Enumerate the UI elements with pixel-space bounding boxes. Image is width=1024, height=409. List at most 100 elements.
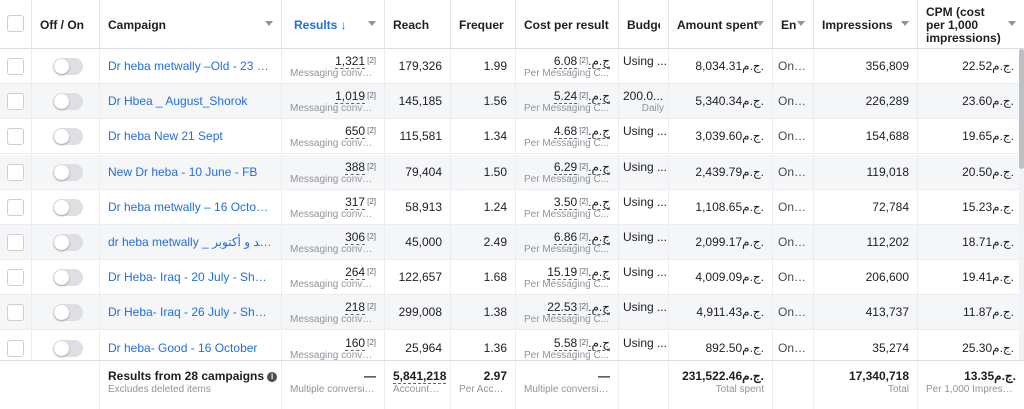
- chevron-down-icon[interactable]: [756, 21, 764, 26]
- campaign-toggle[interactable]: [53, 339, 83, 357]
- results-number[interactable]: 317: [345, 194, 366, 210]
- row-checkbox[interactable]: [7, 58, 24, 75]
- row-checkbox[interactable]: [7, 163, 24, 181]
- budget-cell: Using ...: [619, 189, 669, 225]
- table-row[interactable]: New Dr heba - 10 June - FB 388 [2] Messagin…: [0, 154, 1024, 190]
- chevron-down-icon[interactable]: [265, 21, 273, 26]
- row-checkbox[interactable]: [7, 93, 24, 111]
- select-all-checkbox[interactable]: [7, 15, 24, 32]
- cost-number[interactable]: 22.53ج.م.: [547, 300, 610, 316]
- campaign-toggle[interactable]: [53, 234, 83, 251]
- table-row[interactable]: Dr heba metwally –Old - 23 Octo... 1,321[…: [0, 49, 1024, 84]
- campaign-name-link[interactable]: Dr heba metwally – 16 October - ...: [108, 199, 273, 214]
- results-number[interactable]: 218: [345, 300, 366, 316]
- cost-number[interactable]: 5.24ج.م.: [553, 89, 610, 105]
- campaign-toggle[interactable]: [53, 198, 83, 216]
- header-cost-label: Cost per result: [524, 17, 609, 32]
- results-number[interactable]: 306: [345, 230, 366, 245]
- table-row[interactable]: Dr Heba- Iraq - 26 July - Shorok - ... 21…: [0, 295, 1024, 331]
- cost-number[interactable]: 15.19ج.م.: [547, 265, 610, 281]
- frequency-cell: 1.50: [451, 154, 516, 190]
- campaign-toggle[interactable]: [53, 128, 83, 146]
- header-off-on[interactable]: Off / On: [32, 0, 100, 49]
- cost-value: 15.19ج.م.[2]: [524, 260, 610, 281]
- header-cost-per-result[interactable]: Cost per result: [516, 0, 619, 49]
- results-cell: 218 [2] Messaging conve...: [282, 295, 385, 331]
- campaign-name-link[interactable]: New Dr heba - 10 June - FB: [108, 164, 258, 179]
- cost-sub: Per Messaging C...: [524, 68, 610, 79]
- reach-cell: 58,913: [385, 189, 451, 225]
- results-number[interactable]: 1,019: [335, 89, 366, 105]
- ends-cell: Ong...: [773, 119, 814, 155]
- chevron-down-icon[interactable]: [368, 21, 376, 26]
- campaign-toggle[interactable]: [53, 163, 83, 181]
- header-amount-spent[interactable]: Amount spent: [669, 0, 773, 49]
- footer-results-sub: Multiple conversions: [290, 384, 376, 395]
- header-budget[interactable]: Budget: [619, 0, 669, 49]
- campaign-name-link[interactable]: dr heba metwally _ الشيخ زايد و أكتوبر: [108, 235, 273, 249]
- campaign-name-cell: dr heba metwally _ الشيخ زايد و أكتوبر: [100, 225, 282, 260]
- cost-number[interactable]: 6.29ج.م.: [553, 159, 610, 175]
- results-number[interactable]: 160: [345, 335, 366, 351]
- cost-number[interactable]: 4.68ج.م.: [553, 124, 610, 140]
- campaign-toggle[interactable]: [53, 304, 83, 322]
- chevron-down-icon[interactable]: [1008, 21, 1016, 26]
- table-row[interactable]: Dr Heba- Iraq - 20 July - Shorok 264 [2] Me…: [0, 260, 1024, 296]
- campaign-name-link[interactable]: Dr Heba- Iraq - 20 July - Shorok: [108, 270, 273, 285]
- ends-cell: Ong...: [773, 330, 814, 366]
- footnote-marker: [2]: [367, 56, 376, 65]
- info-icon[interactable]: i: [267, 371, 278, 382]
- campaign-name-link[interactable]: Dr Hbea _ August_Shorok: [108, 94, 248, 109]
- cost-number[interactable]: 3.50ج.م.: [553, 194, 610, 210]
- results-number[interactable]: 388: [345, 159, 366, 175]
- results-number[interactable]: 264: [345, 265, 366, 281]
- campaign-toggle[interactable]: [53, 269, 83, 287]
- campaign-name-cell: Dr heba metwally –Old - 23 Octo...: [100, 49, 282, 84]
- header-campaign[interactable]: Campaign: [100, 0, 282, 49]
- vertical-scrollbar[interactable]: [1019, 49, 1024, 360]
- table-row[interactable]: Dr Hbea _ August_Shorok 1,019 [2] Messaging…: [0, 84, 1024, 120]
- chevron-down-icon[interactable]: [797, 21, 805, 26]
- cpm-cell: 18.71ج.م.: [962, 235, 1014, 249]
- row-select-cell: [0, 330, 32, 366]
- campaign-toggle[interactable]: [53, 93, 83, 111]
- header-cpm[interactable]: CPM (cost per 1,000 impressions): [918, 0, 1024, 49]
- row-checkbox[interactable]: [7, 269, 24, 287]
- toggle-knob: [54, 235, 69, 250]
- cost-number[interactable]: 6.86ج.م.: [553, 230, 610, 245]
- footnote-marker: [2]: [367, 126, 376, 136]
- header-frequency[interactable]: Frequer: [451, 0, 516, 49]
- campaign-name-link[interactable]: Dr Heba- Iraq - 26 July - Shorok - ...: [108, 305, 273, 320]
- footer-impressions-value: 17,340,718: [848, 369, 909, 383]
- row-checkbox[interactable]: [7, 304, 24, 322]
- footnote-marker: [2]: [367, 161, 376, 171]
- table-row[interactable]: Dr heba metwally – 16 October - ...317[2…: [0, 189, 1024, 225]
- row-checkbox[interactable]: [7, 339, 24, 357]
- header-impressions[interactable]: Impressions: [814, 0, 918, 49]
- results-number[interactable]: 1,321: [335, 54, 366, 69]
- cost-number[interactable]: 5.58ج.م.: [553, 335, 610, 351]
- cost-number[interactable]: 6.08ج.م.: [553, 54, 610, 69]
- row-checkbox[interactable]: [7, 198, 24, 216]
- campaign-name-link[interactable]: Dr heba New 21 Sept: [108, 129, 223, 144]
- footnote-marker: [2]: [579, 267, 589, 277]
- chevron-down-icon[interactable]: [901, 21, 909, 26]
- header-ends[interactable]: En: [773, 0, 814, 49]
- row-checkbox[interactable]: [7, 234, 24, 251]
- header-reach[interactable]: Reach: [385, 0, 451, 49]
- cpm-cell: 25.30ج.م.: [962, 340, 1014, 355]
- row-select-cell: [0, 225, 32, 260]
- row-checkbox[interactable]: [7, 128, 24, 146]
- footer-cpm-sub: Per 1,000 Impressio...: [926, 384, 1016, 395]
- results-number[interactable]: 650: [345, 124, 366, 140]
- cost-cell: 22.53ج.م.[2] Per Messaging C...: [516, 295, 619, 331]
- scrollbar-thumb[interactable]: [1019, 49, 1024, 169]
- table-footer-summary: Results from 28 campaigns i Excludes dele…: [0, 360, 1024, 409]
- campaign-name-link[interactable]: Dr heba metwally –Old - 23 Octo...: [108, 59, 273, 73]
- reach-cell: 25,964: [385, 330, 451, 366]
- table-row[interactable]: Dr heba New 21 Sept 650 [2] Messaging conve…: [0, 119, 1024, 155]
- table-row[interactable]: dr heba metwally _ الشيخ زايد و أكتوبر 30…: [0, 225, 1024, 260]
- header-results[interactable]: Results ↓: [282, 0, 385, 49]
- table-row[interactable]: Dr heba- Good - 16 October 160 [2] Messagin…: [0, 330, 1024, 366]
- campaign-toggle[interactable]: [53, 58, 83, 75]
